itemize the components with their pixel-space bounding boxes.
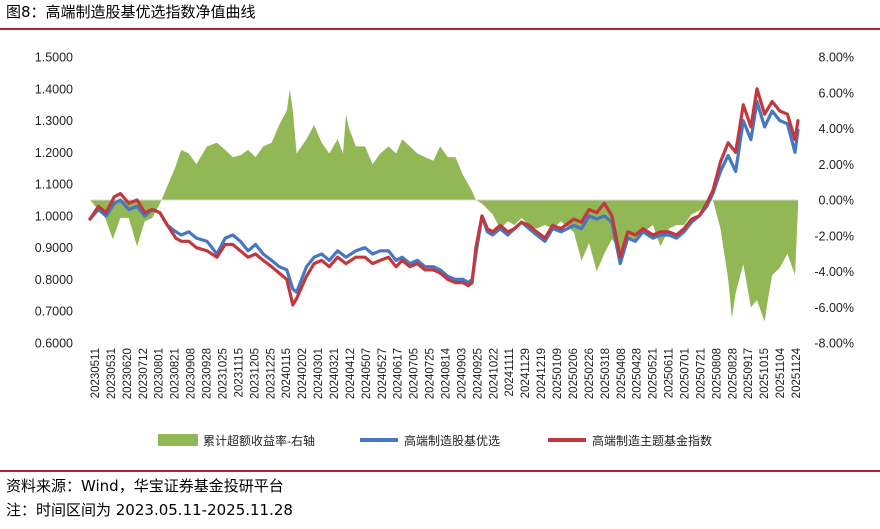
legend-label-index: 高端制造主题基金指数 bbox=[592, 433, 712, 448]
left-tick-label: 0.9000 bbox=[35, 241, 73, 255]
excess-return-area-layer bbox=[90, 89, 798, 322]
left-tick-label: 0.7000 bbox=[35, 305, 73, 319]
right-tick-label: 0.00% bbox=[819, 194, 854, 208]
left-tick-label: 1.4000 bbox=[35, 82, 73, 96]
right-axis-ticks: -8.00% -6.00% -4.00% -2.00% 0.00% 2.00% 4.00% 6… bbox=[814, 51, 854, 351]
x-tick-label: 20240202 bbox=[297, 348, 309, 399]
legend-label-fund: 高端制造股基优选 bbox=[404, 433, 500, 448]
x-tick-label: 20251124 bbox=[791, 347, 803, 398]
x-tick-label: 20240527 bbox=[377, 348, 389, 399]
x-tick-label: 20250521 bbox=[648, 348, 660, 399]
x-tick-label: 20240321 bbox=[329, 348, 341, 399]
left-tick-label: 0.6000 bbox=[35, 337, 73, 351]
left-tick-label: 1.0000 bbox=[35, 209, 73, 223]
x-tick-label: 20230712 bbox=[138, 348, 150, 399]
left-tick-label: 1.3000 bbox=[35, 114, 73, 128]
x-tick-label: 20250428 bbox=[632, 348, 644, 399]
x-tick-label: 20250701 bbox=[680, 348, 692, 399]
x-tick-label: 20230531 bbox=[106, 348, 118, 399]
excess-return-area bbox=[90, 89, 798, 322]
x-tick-label: 20231115 bbox=[233, 348, 245, 397]
left-axis-ticks: 0.6000 0.7000 0.8000 0.9000 1.0000 1.1000 1.20… bbox=[35, 51, 73, 351]
theme-index-line bbox=[88, 87, 800, 307]
x-tick-label: 20230928 bbox=[202, 348, 214, 399]
chart-title: 图8：高端制造股基优选指数净值曲线 bbox=[6, 3, 256, 21]
x-tick-label: 20250611 bbox=[664, 348, 676, 398]
source-note: 资料来源：Wind，华宝证券基金投研平台 bbox=[6, 477, 284, 495]
right-tick-label: 2.00% bbox=[819, 158, 854, 172]
left-tick-label: 1.2000 bbox=[35, 146, 73, 160]
x-tick-label: 20250721 bbox=[695, 348, 707, 399]
x-tick-label: 20240507 bbox=[361, 348, 373, 399]
x-tick-label: 20250828 bbox=[727, 348, 739, 399]
x-tick-label: 20240725 bbox=[425, 348, 437, 399]
right-tick-label: -4.00% bbox=[814, 265, 854, 279]
left-tick-label: 1.5000 bbox=[35, 51, 73, 65]
right-tick-label: -2.00% bbox=[814, 229, 854, 243]
x-tick-label: 20240115 bbox=[281, 348, 293, 398]
x-tick-label: 20230801 bbox=[154, 348, 166, 399]
x-axis-ticks: 20230511 20230531 20230620 20230712 20230801… bbox=[90, 347, 803, 399]
x-tick-label: 20241111 bbox=[504, 348, 516, 397]
bottom-rule bbox=[0, 470, 880, 472]
fund-selection-line bbox=[88, 99, 800, 294]
x-tick-label: 20230620 bbox=[122, 348, 134, 399]
x-tick-label: 20240301 bbox=[313, 348, 325, 399]
x-tick-label: 20240705 bbox=[409, 348, 421, 399]
right-tick-label: -6.00% bbox=[814, 301, 854, 315]
x-tick-label: 20240412 bbox=[345, 348, 357, 399]
x-tick-label: 20250408 bbox=[616, 348, 628, 399]
x-tick-label: 20231225 bbox=[265, 348, 277, 399]
top-rule bbox=[0, 28, 880, 30]
right-tick-label: -8.00% bbox=[814, 337, 854, 351]
right-tick-label: 4.00% bbox=[819, 122, 854, 136]
nav-lines-layer bbox=[88, 87, 800, 307]
right-tick-label: 6.00% bbox=[819, 86, 854, 100]
x-tick-label: 20251104 bbox=[775, 347, 787, 398]
x-tick-label: 20240903 bbox=[456, 348, 468, 399]
right-tick-label: 8.00% bbox=[819, 51, 854, 65]
chart-area: 0.6000 0.7000 0.8000 0.9000 1.0000 1.1000 1.20… bbox=[35, 51, 854, 449]
x-tick-label: 20231205 bbox=[249, 348, 261, 399]
legend-label-area: 累计超额收益率-右轴 bbox=[203, 433, 315, 448]
x-tick-label: 20250109 bbox=[552, 348, 564, 399]
x-tick-label: 20250917 bbox=[743, 348, 755, 399]
x-tick-label: 20230908 bbox=[186, 348, 198, 399]
x-tick-label: 20230821 bbox=[170, 348, 182, 399]
period-note: 注：时间区间为 2023.05.11-2025.11.28 bbox=[6, 501, 293, 519]
x-tick-label: 20250226 bbox=[584, 348, 596, 399]
x-tick-label: 20240814 bbox=[441, 347, 453, 399]
x-tick-label: 20240617 bbox=[393, 348, 405, 399]
x-tick-label: 20241022 bbox=[488, 348, 500, 399]
x-tick-label: 20241219 bbox=[536, 348, 548, 399]
x-tick-label: 20250808 bbox=[711, 348, 723, 399]
x-tick-label: 20251015 bbox=[759, 348, 771, 399]
x-tick-label: 20250318 bbox=[600, 348, 612, 399]
x-tick-label: 20241129 bbox=[520, 348, 532, 398]
x-tick-label: 20250206 bbox=[568, 348, 580, 399]
legend-swatch-area bbox=[158, 434, 198, 446]
left-tick-label: 1.1000 bbox=[35, 178, 73, 192]
left-tick-label: 0.8000 bbox=[35, 273, 73, 287]
x-tick-label: 20230511 bbox=[90, 348, 102, 398]
x-tick-label: 20240925 bbox=[472, 348, 484, 399]
legend: 累计超额收益率-右轴 高端制造股基优选 高端制造主题基金指数 bbox=[158, 433, 712, 448]
x-tick-label: 20231025 bbox=[218, 348, 230, 399]
